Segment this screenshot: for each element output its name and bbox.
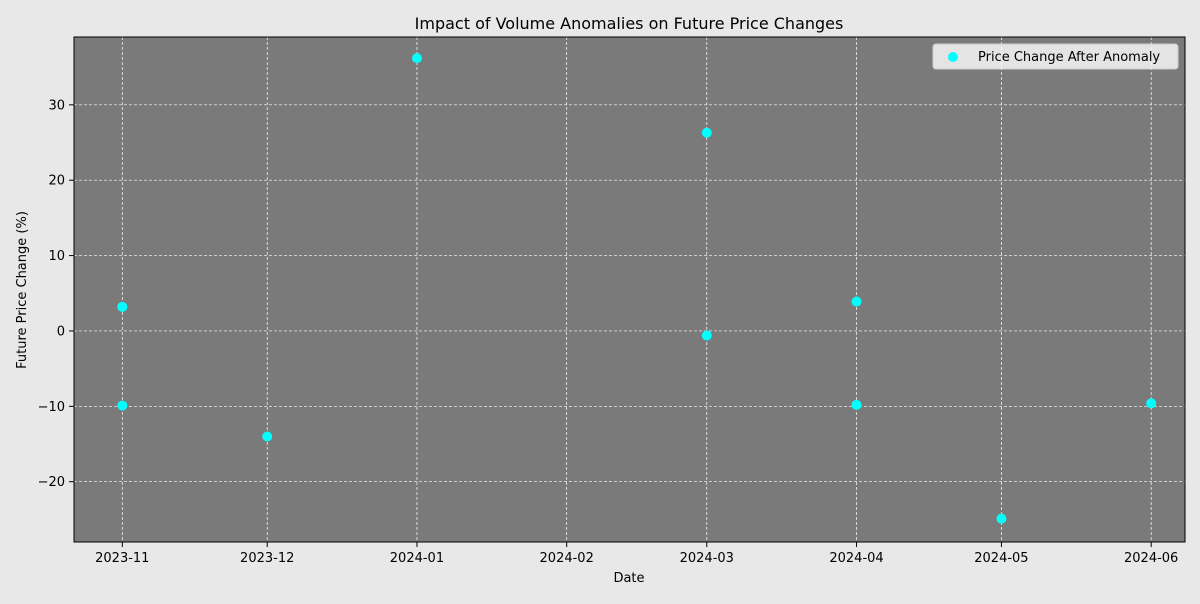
data-point bbox=[851, 399, 862, 410]
x-tick-label: 2024-04 bbox=[829, 551, 883, 566]
legend-entry-label: Price Change After Anomaly bbox=[978, 50, 1160, 65]
y-tick-label: 10 bbox=[48, 249, 65, 264]
y-axis-ticks: −20 −10 0 10 20 30 bbox=[38, 98, 74, 490]
y-axis-label: Future Price Change (%) bbox=[15, 211, 30, 369]
y-tick-label: 20 bbox=[48, 174, 65, 189]
grid-lines bbox=[74, 37, 1185, 542]
data-point bbox=[701, 127, 712, 138]
x-tick-label: 2023-11 bbox=[95, 551, 149, 566]
legend: Price Change After Anomaly bbox=[932, 43, 1179, 70]
y-tick-label: −10 bbox=[38, 400, 65, 415]
plot-area bbox=[74, 37, 1185, 542]
x-axis-label: Date bbox=[613, 571, 644, 586]
x-tick-label: 2024-01 bbox=[390, 551, 444, 566]
legend-marker bbox=[948, 52, 958, 62]
data-point bbox=[117, 400, 128, 411]
y-tick-label: 0 bbox=[57, 324, 65, 339]
x-tick-label: 2023-12 bbox=[240, 551, 294, 566]
data-point bbox=[851, 296, 862, 307]
x-tick-label: 2024-03 bbox=[680, 551, 734, 566]
data-point bbox=[411, 53, 422, 64]
x-tick-label: 2024-02 bbox=[540, 551, 594, 566]
y-tick-label: −20 bbox=[38, 475, 65, 490]
data-point bbox=[117, 301, 128, 312]
data-point bbox=[996, 513, 1007, 524]
legend-box bbox=[932, 43, 1179, 70]
data-point bbox=[701, 330, 712, 341]
plot-frame bbox=[73, 36, 1186, 543]
chart-title: Impact of Volume Anomalies on Future Pri… bbox=[415, 14, 844, 33]
x-tick-label: 2024-06 bbox=[1124, 551, 1178, 566]
data-points bbox=[117, 53, 1157, 524]
x-axis-ticks: 2023-11 2023-12 2024-01 2024-02 2024-03 2024-… bbox=[95, 542, 1178, 566]
x-tick-label: 2024-05 bbox=[974, 551, 1028, 566]
data-point bbox=[1146, 398, 1157, 409]
data-point bbox=[262, 431, 273, 442]
y-tick-label: 30 bbox=[48, 98, 65, 113]
